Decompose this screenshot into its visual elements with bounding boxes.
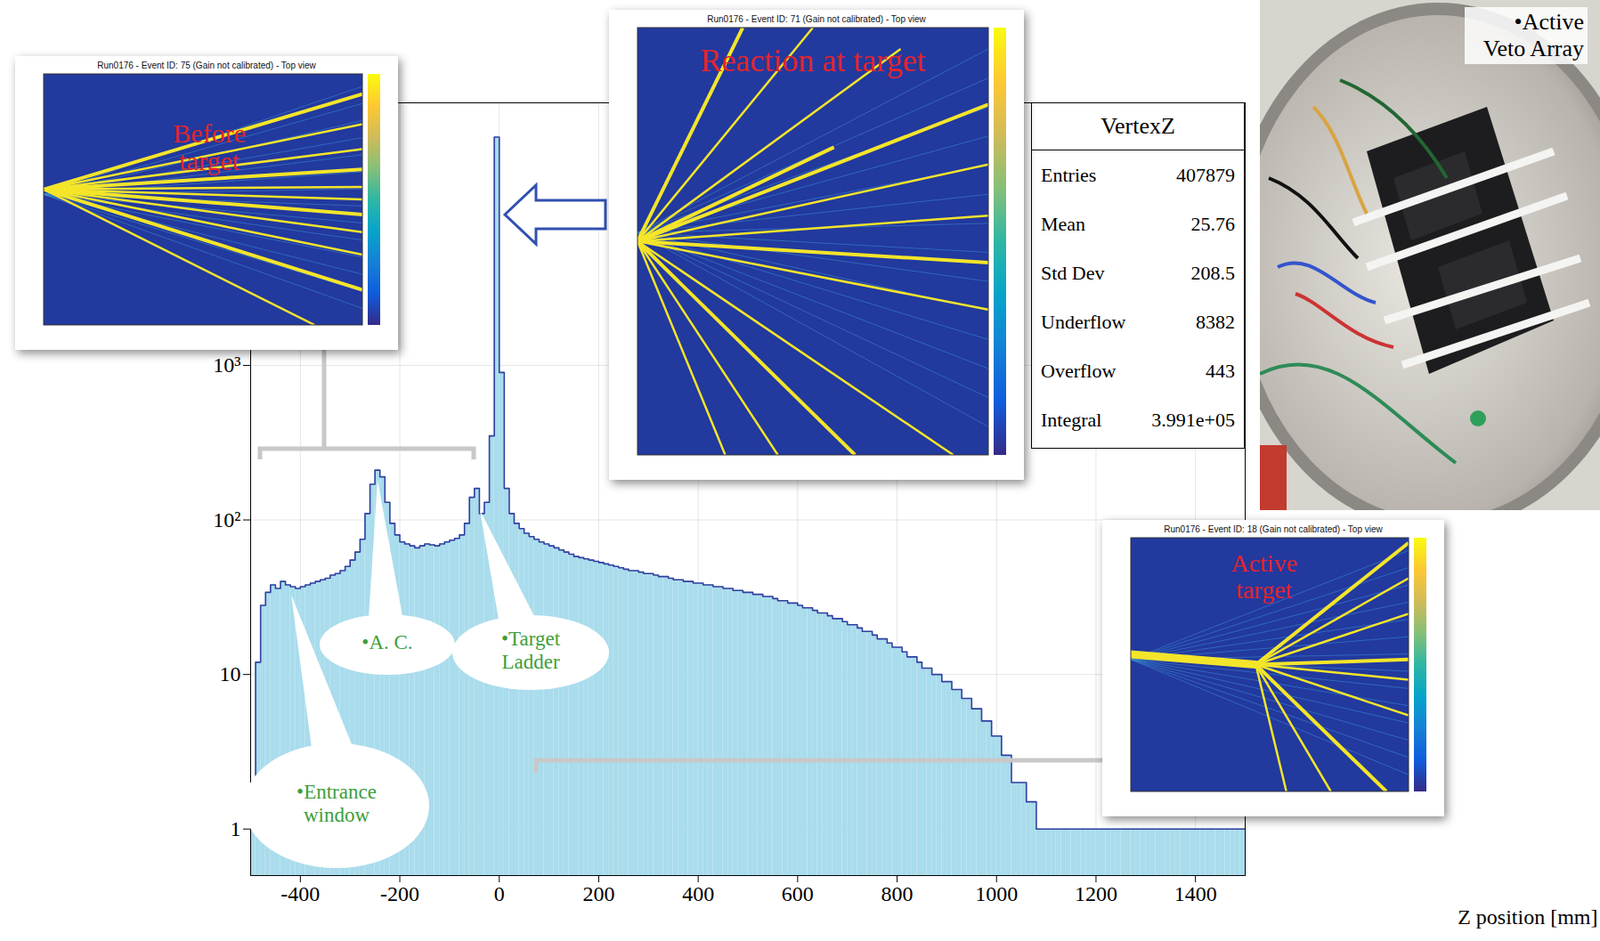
html-text:Std Dev: Std Dev (1040, 261, 1105, 285)
svg-text:600: 600 (781, 882, 814, 906)
svg-text:1200: 1200 (1074, 882, 1118, 906)
html-text:Underflow: Underflow (1040, 310, 1126, 333)
html-text:Run0176 - Event ID: 71 (Gain n: Run0176 - Event ID: 71 (Gain not calibra… (707, 14, 926, 25)
html-text:Before target: Before target (172, 118, 246, 176)
html-text:Reaction at target: Reaction at target (700, 42, 926, 79)
html-text:407879: 407879 (1176, 163, 1235, 187)
html-text:Integral: Integral (1040, 408, 1102, 431)
svg-text:-400: -400 (280, 882, 320, 906)
svg-text:1400: 1400 (1174, 882, 1218, 906)
html-text:Entries: Entries (1040, 163, 1097, 187)
svg-text:10³: 10³ (212, 353, 241, 377)
svg-text:10: 10 (219, 662, 242, 686)
html-text:•Active Veto Array: •Active Veto Array (1483, 8, 1584, 62)
svg-text:200: 200 (582, 882, 615, 906)
html-text:Active target: Active target (1230, 549, 1298, 604)
html-text:208.5: 208.5 (1190, 261, 1235, 285)
html-text:25.76: 25.76 (1190, 212, 1235, 236)
html-text:Mean: Mean (1040, 212, 1086, 236)
html-text:8382: 8382 (1195, 310, 1235, 333)
svg-text:400: 400 (682, 882, 715, 906)
svg-text:•A. C.: •A. C. (361, 631, 413, 654)
svg-text:10²: 10² (212, 508, 241, 532)
svg-text:•Entrancewindow: •Entrancewindow (296, 780, 377, 827)
svg-text:-200: -200 (380, 882, 420, 906)
svg-text:Z position [mm]: Z position [mm] (1457, 905, 1598, 929)
svg-text:0: 0 (494, 882, 505, 906)
html-text:3.991e+05: 3.991e+05 (1151, 408, 1235, 431)
html-text:Run0176 - Event ID: 75 (Gain n: Run0176 - Event ID: 75 (Gain not calibra… (97, 60, 316, 71)
html-text:443: 443 (1205, 359, 1235, 382)
html-text:Run0176 - Event ID: 18 (Gain n: Run0176 - Event ID: 18 (Gain not calibra… (1163, 524, 1383, 535)
svg-text:1: 1 (230, 817, 242, 841)
svg-text:•TargetLadder: •TargetLadder (501, 627, 561, 674)
html-text:VertexZ: VertexZ (1100, 113, 1176, 139)
svg-text:800: 800 (881, 882, 914, 906)
svg-text:1000: 1000 (974, 882, 1018, 906)
html-text:Overflow: Overflow (1040, 359, 1116, 382)
